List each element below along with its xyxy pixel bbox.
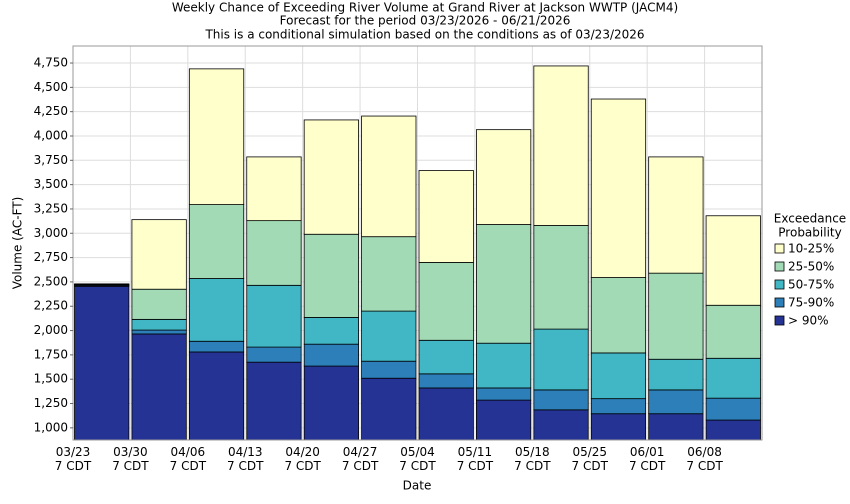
bar-segment [247,362,301,445]
bar-segment [132,220,186,290]
y-tick-label: 3,250 [34,201,68,215]
bar-segment [649,390,703,414]
bar-segment [304,120,358,234]
bar-segment [476,225,530,344]
y-axis-label: Volume (AC-FT) [11,197,25,290]
bar-segment [419,374,473,388]
chart-subtitle: This is a conditional simulation based o… [204,28,644,42]
legend-label: 75-90% [788,296,834,310]
bar-segment [362,361,416,378]
bar-segment [706,420,760,445]
bar-segment [591,399,645,414]
bar-segment [476,400,530,445]
y-tick-label: 1,250 [34,396,68,410]
bar-segment [706,398,760,420]
y-tick-label: 4,750 [34,56,68,70]
bar-segment [304,366,358,445]
bar-segment [419,340,473,374]
chart-subtitle: Forecast for the period 03/23/2026 - 06/… [280,14,571,28]
legend-swatch [775,262,784,271]
legend-label: 50-75% [788,278,834,292]
bar-segment [247,157,301,221]
bar-segment [591,353,645,399]
bar-segment [189,341,243,352]
bar-segment [189,352,243,445]
y-tick-label: 2,250 [34,299,68,313]
legend-title: Probability [778,226,841,240]
bar-segment [419,171,473,263]
bar-segment [362,311,416,361]
legend-label: 25-50% [788,260,834,274]
bar-segment [247,221,301,286]
bar-segment [591,278,645,353]
chart-title: Weekly Chance of Exceeding River Volume … [172,1,678,15]
bar-segment [649,359,703,390]
legend-swatch [775,298,784,307]
y-tick-label: 1,500 [34,372,68,386]
bar-segment [75,286,129,445]
x-axis-label: Date [403,479,432,493]
bar-segment [247,347,301,362]
bar-segment [304,344,358,366]
bar-segment [649,157,703,273]
y-tick-label: 3,000 [34,226,68,240]
bar-segment [476,388,530,400]
y-tick-label: 1,750 [34,347,68,361]
bar-segment [476,343,530,388]
y-tick-label: 1,000 [34,420,68,434]
bar-segment [591,99,645,278]
legend-label: > 90% [788,314,829,328]
bar-segment [132,289,186,319]
y-tick-label: 3,500 [34,177,68,191]
legend-title: Exceedance [774,212,846,226]
bar-segment [649,273,703,359]
bar-segment [476,130,530,225]
bar-segment [362,378,416,445]
bar-segment [304,234,358,317]
y-tick-label: 2,500 [34,274,68,288]
y-tick-label: 2,750 [34,250,68,264]
bar-segment [132,334,186,445]
y-tick-label: 4,000 [34,128,68,142]
legend-swatch [775,244,784,253]
bar-segment [132,319,186,330]
bar-segment [132,330,186,334]
bar-segment [189,205,243,279]
legend-label: 10-25% [788,242,834,256]
y-tick-label: 2,000 [34,323,68,337]
bar-segment [304,317,358,344]
legend-swatch [775,280,784,289]
bar-segment [534,225,588,329]
bar-segment [419,262,473,340]
bar-segment [534,66,588,226]
bar-segment [706,216,760,306]
bar-segment [706,305,760,358]
bar-segment [419,388,473,445]
y-tick-label: 4,500 [34,80,68,94]
legend-swatch [775,316,784,325]
bar-segment [362,116,416,237]
y-tick-label: 4,250 [34,104,68,118]
bar-segment [189,69,243,205]
bar-segment [534,329,588,390]
y-tick-label: 3,750 [34,153,68,167]
bar-segment [534,390,588,410]
bar-segment [362,237,416,311]
bar-segment [247,285,301,347]
bar-segment [706,358,760,398]
bar-segment [189,279,243,342]
